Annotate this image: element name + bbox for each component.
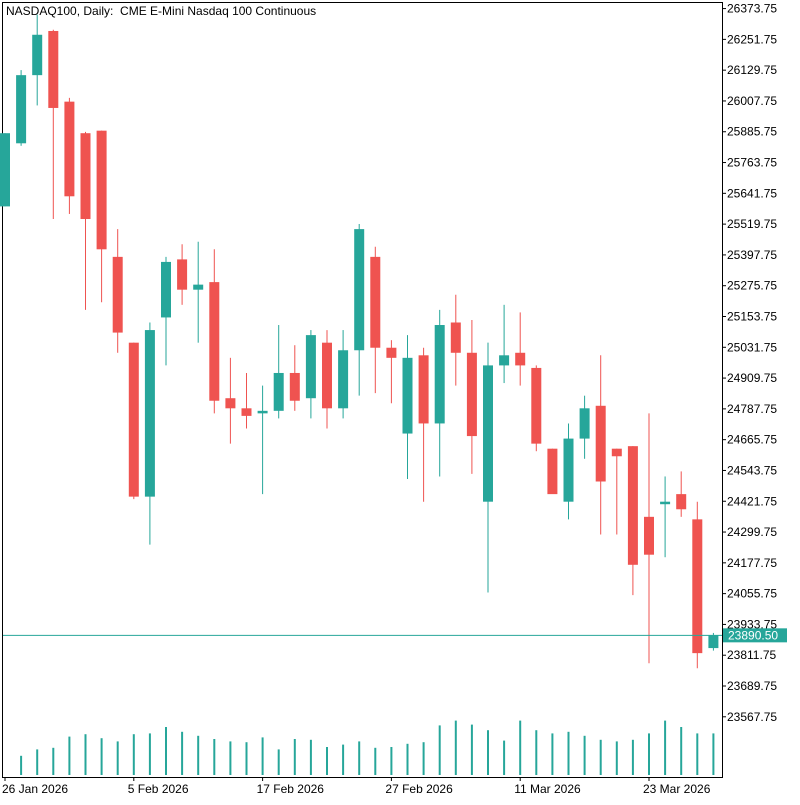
- candle-body-down: [611, 448, 622, 457]
- candle-body-up: [16, 75, 27, 144]
- price-tick-label: 25519.75: [727, 217, 777, 231]
- price-tick-label: 26007.75: [727, 94, 777, 108]
- candle-body-down: [627, 446, 638, 565]
- candle-body-down: [466, 352, 477, 437]
- candle-body-down: [595, 405, 606, 482]
- price-tick-label: 24543.75: [727, 463, 777, 477]
- candle-body-up: [563, 438, 574, 502]
- price-tick-label: 24787.75: [727, 402, 777, 416]
- price-tick-label: 26373.75: [727, 2, 777, 16]
- price-tick-label: 25763.75: [727, 156, 777, 170]
- price-tick-label: 25641.75: [727, 186, 777, 200]
- price-tick-label: 25031.75: [727, 340, 777, 354]
- price-tick-label: 25885.75: [727, 125, 777, 139]
- candle-body-up: [402, 357, 413, 434]
- plot-frame: [2, 2, 723, 778]
- candle-body-down: [209, 282, 220, 401]
- time-tick-label: 23 Mar 2026: [643, 782, 711, 796]
- price-tick-label: 25153.75: [727, 309, 777, 323]
- candle-body-down: [112, 256, 123, 333]
- time-tick-label: 17 Feb 2026: [257, 782, 325, 796]
- candle-body-down: [241, 408, 252, 416]
- price-tick-label: 24299.75: [727, 525, 777, 539]
- candle-body-up: [708, 635, 719, 649]
- price-tick-label: 24421.75: [727, 494, 777, 508]
- candle-body-down: [547, 448, 558, 495]
- candle-body-down: [225, 398, 236, 409]
- price-tick-label: 24665.75: [727, 433, 777, 447]
- candle-body-down: [322, 342, 332, 409]
- price-tick-label: 26129.75: [727, 63, 777, 77]
- candle-body-up: [579, 408, 590, 439]
- candle-body-up: [144, 330, 155, 497]
- candle-body-up: [0, 133, 10, 207]
- price-tick-label: 23811.75: [727, 648, 776, 662]
- candle-body-up: [305, 335, 316, 399]
- price-tick-label: 25275.75: [727, 279, 777, 293]
- time-tick-label: 11 Mar 2026: [514, 782, 581, 796]
- candle-body-down: [177, 259, 188, 290]
- candle-body-up: [354, 229, 365, 351]
- candle-layer: [0, 14, 719, 669]
- price-tick-label: 24177.75: [727, 556, 777, 570]
- price-tick-label: 24909.75: [727, 371, 777, 385]
- candle-body-down: [289, 372, 300, 401]
- candle-body-up: [161, 261, 171, 318]
- price-tick-label: 26251.75: [727, 32, 777, 46]
- candle-body-up: [499, 355, 510, 366]
- candle-body-up: [434, 325, 445, 424]
- price-tick-label: 25397.75: [727, 248, 777, 262]
- time-tick-label: 27 Feb 2026: [385, 782, 453, 796]
- volume-layer: [20, 720, 715, 775]
- candle-body-down: [692, 519, 703, 654]
- candle-body-up: [660, 501, 671, 505]
- candle-body-up: [273, 372, 284, 411]
- price-tick-label: 23567.75: [727, 710, 777, 724]
- candle-body-down: [128, 342, 139, 497]
- price-tick-label: 23933.75: [727, 617, 777, 631]
- time-tick-label: 5 Feb 2026: [128, 782, 189, 796]
- candle-body-down: [80, 133, 91, 220]
- candle-body-down: [644, 516, 654, 555]
- current-price-label: 23890.50: [728, 628, 778, 642]
- current-price-layer: 23890.50: [3, 628, 787, 643]
- time-axis: 26 Jan 2026 5 Feb 2026 17 Feb 2026 27 Feb 2…: [2, 777, 711, 796]
- time-tick-label: 26 Jan 2026: [2, 782, 68, 796]
- candle-body-up: [193, 284, 204, 290]
- price-tick-label: 24055.75: [727, 587, 777, 601]
- price-axis: 26373.75 26251.75 26129.75 26007.75 25885.75…: [722, 2, 777, 724]
- candle-body-down: [48, 30, 59, 108]
- candle-body-up: [483, 365, 493, 502]
- price-tick-label: 23689.75: [727, 679, 777, 693]
- candle-body-down: [515, 352, 526, 366]
- candle-body-down: [96, 130, 107, 250]
- candle-body-up: [257, 410, 268, 414]
- candle-body-down: [531, 367, 542, 444]
- current-price-badge: [723, 628, 787, 643]
- candle-body-up: [338, 350, 349, 409]
- candle-body-down: [386, 347, 397, 358]
- candle-body-up: [32, 34, 43, 76]
- candle-body-down: [418, 355, 429, 424]
- candle-body-down: [676, 494, 687, 510]
- chart-title: NASDAQ100, Daily: CME E-Mini Nasdaq 100 …: [6, 4, 317, 18]
- candle-body-down: [370, 256, 381, 348]
- candle-body-down: [450, 322, 461, 353]
- candle-body-down: [64, 101, 75, 197]
